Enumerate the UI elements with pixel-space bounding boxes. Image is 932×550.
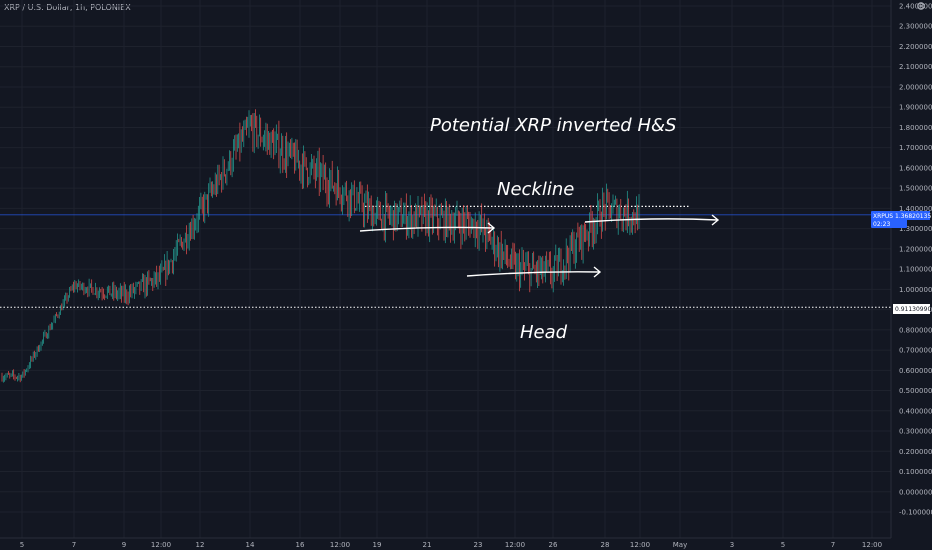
- x-tick-label: 16: [296, 541, 305, 549]
- x-tick-label: 7: [72, 541, 76, 549]
- gear-icon[interactable]: [917, 2, 925, 10]
- x-axis[interactable]: 5 7 9 12:00 12 14 16 12:00 19 21 23 12:00 26 28 12:00 M…: [20, 541, 882, 549]
- x-tick-label: 26: [549, 541, 558, 549]
- price-tag-value: 1.36820135: [895, 213, 931, 220]
- y-tick-label: 2.00000000: [899, 83, 932, 91]
- arrow-head-head: [593, 266, 602, 278]
- x-tick-label: 12: [196, 541, 205, 549]
- y-tick-label: 0.70000000: [899, 347, 932, 355]
- x-tick-label: 7: [831, 541, 835, 549]
- y-tick-label: 2.20000000: [899, 43, 932, 51]
- y-tick-label: 1.00000000: [899, 286, 932, 294]
- candlesticks: [1, 109, 640, 383]
- y-tick-label: 0.20000000: [899, 448, 932, 456]
- annotation-neckline: Neckline: [497, 179, 574, 200]
- grid: [0, 0, 891, 538]
- arrow-right-shoulder-head: [711, 214, 720, 226]
- y-tick-label: 1.70000000: [899, 144, 932, 152]
- x-tick-label: 12:00: [151, 541, 171, 549]
- x-tick-label: 19: [373, 541, 382, 549]
- y-tick-label: 1.80000000: [899, 124, 932, 132]
- y-tick-label: 1.20000000: [899, 245, 932, 253]
- y-axis[interactable]: 2.40000000 2.30000000 2.20000000 2.10000000…: [899, 3, 932, 517]
- price-tag-countdown: 02:23: [873, 221, 890, 228]
- x-tick-label: 5: [781, 541, 785, 549]
- y-tick-label: 0.10000000: [899, 468, 932, 476]
- x-tick-label: 9: [122, 541, 126, 549]
- y-tick-label: 0.60000000: [899, 367, 932, 375]
- y-tick-label: 0.40000000: [899, 407, 932, 415]
- y-tick-label: 0.00000000: [899, 488, 932, 496]
- y-tick-label: 2.10000000: [899, 63, 932, 71]
- annotation-head: Head: [520, 322, 568, 343]
- y-tick-label: 2.40000000: [899, 3, 932, 11]
- y-tick-label: 0.80000000: [899, 326, 932, 334]
- arrow-left-shoulder-head: [487, 222, 496, 234]
- x-tick-label: 12:00: [862, 541, 882, 549]
- arrow-head: [466, 271, 601, 277]
- y-tick-label: 1.10000000: [899, 266, 932, 274]
- x-tick-label: 23: [474, 541, 483, 549]
- y-tick-label: 1.50000000: [899, 185, 932, 193]
- level-tag: 0.91130990: [893, 304, 931, 314]
- y-tick-label: 1.90000000: [899, 104, 932, 112]
- y-tick-label: 0.30000000: [899, 428, 932, 436]
- y-tick-label: -0.10000000: [899, 509, 932, 517]
- x-tick-label: 12:00: [630, 541, 650, 549]
- y-tick-label: 0.50000000: [899, 387, 932, 395]
- arrow-right-shoulder: [584, 218, 719, 223]
- level-tag-value: 0.91130990: [895, 306, 931, 313]
- x-tick-label: 12:00: [505, 541, 525, 549]
- x-tick-label: 5: [20, 541, 24, 549]
- y-tick-label: 1.30000000: [899, 225, 932, 233]
- price-tag: XRPUSD 02:23 1.36820135: [871, 211, 931, 228]
- y-tick-label: 1.40000000: [899, 205, 932, 213]
- price-tag-label: XRPUSD: [873, 213, 898, 220]
- x-tick-label: 12:00: [330, 541, 350, 549]
- x-tick-label: May: [673, 541, 687, 549]
- y-tick-label: 1.60000000: [899, 164, 932, 172]
- y-tick-label: 2.30000000: [899, 23, 932, 31]
- x-tick-label: 14: [246, 541, 255, 549]
- x-tick-label: 21: [423, 541, 432, 549]
- x-tick-label: 3: [730, 541, 734, 549]
- symbol-title: XRP / U.S. Dollar, 1h, POLONIEX: [4, 3, 131, 12]
- annotation-title: Potential XRP inverted H&S: [430, 115, 676, 136]
- arrow-left-shoulder: [359, 226, 495, 232]
- x-tick-label: 28: [601, 541, 610, 549]
- annotation-arrows: [359, 214, 720, 278]
